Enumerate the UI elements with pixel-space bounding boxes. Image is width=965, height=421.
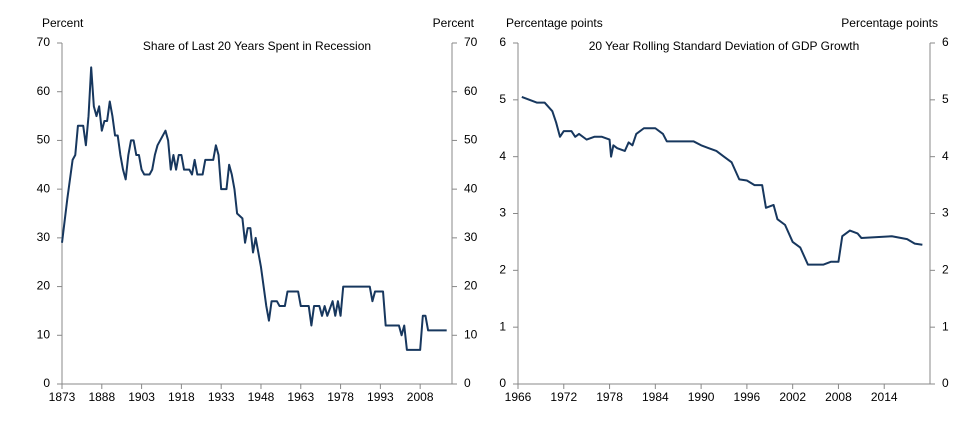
data-line: [521, 96, 923, 266]
x-tick-label: 1993: [367, 390, 394, 404]
y-axis-label: Percentage points: [506, 16, 603, 30]
x-tick-label: 1873: [49, 390, 76, 404]
y2-tick-label: 60: [464, 84, 478, 98]
x-tick-label: 1990: [688, 390, 715, 404]
y2-axis-label: Percentage points: [841, 16, 938, 30]
x-tick-label: 2014: [871, 390, 898, 404]
y-tick-label: 50: [37, 133, 51, 147]
x-tick-label: 1996: [734, 390, 761, 404]
y-tick-label: 10: [37, 327, 51, 341]
y-tick-label: 0: [499, 376, 506, 390]
y-tick-label: 2: [499, 263, 506, 277]
x-tick-label: 1903: [128, 390, 155, 404]
x-tick-label: 1948: [248, 390, 275, 404]
y2-tick-label: 2: [942, 263, 949, 277]
y2-tick-label: 70: [464, 35, 478, 49]
y2-tick-label: 6: [942, 35, 949, 49]
x-tick-label: 1966: [505, 390, 532, 404]
x-tick-label: 1978: [596, 390, 623, 404]
y2-tick-label: 20: [464, 279, 478, 293]
x-tick-label: 1918: [168, 390, 195, 404]
y-tick-label: 5: [499, 92, 506, 106]
x-tick-label: 1972: [550, 390, 577, 404]
y2-tick-label: 0: [464, 376, 471, 390]
y2-tick-label: 40: [464, 181, 478, 195]
x-tick-label: 2008: [825, 390, 852, 404]
data-line: [61, 66, 447, 351]
x-tick-label: 1888: [88, 390, 115, 404]
x-tick-label: 1978: [327, 390, 354, 404]
chart-title: Share of Last 20 Years Spent in Recessio…: [143, 39, 371, 53]
chart-title: 20 Year Rolling Standard Deviation of GD…: [589, 39, 860, 53]
x-tick-label: 2008: [407, 390, 434, 404]
y2-tick-label: 1: [942, 319, 949, 333]
y-tick-label: 70: [37, 35, 51, 49]
y-tick-label: 4: [499, 149, 506, 163]
y-tick-label: 40: [37, 181, 51, 195]
x-tick-label: 1933: [208, 390, 235, 404]
y-tick-label: 1: [499, 319, 506, 333]
x-tick-label: 1984: [642, 390, 669, 404]
y-tick-label: 0: [43, 376, 50, 390]
y-tick-label: 30: [37, 230, 51, 244]
x-tick-label: 2002: [779, 390, 806, 404]
y2-tick-label: 5: [942, 92, 949, 106]
y2-tick-label: 10: [464, 327, 478, 341]
y-axis-label: Percent: [42, 16, 84, 30]
y-tick-label: 6: [499, 35, 506, 49]
y2-tick-label: 30: [464, 230, 478, 244]
x-tick-label: 1963: [287, 390, 314, 404]
y-tick-label: 20: [37, 279, 51, 293]
y2-tick-label: 4: [942, 149, 949, 163]
y-tick-label: 3: [499, 206, 506, 220]
y2-tick-label: 50: [464, 133, 478, 147]
y-tick-label: 60: [37, 84, 51, 98]
y2-tick-label: 0: [942, 376, 949, 390]
y2-tick-label: 3: [942, 206, 949, 220]
y2-axis-label: Percent: [433, 16, 475, 30]
